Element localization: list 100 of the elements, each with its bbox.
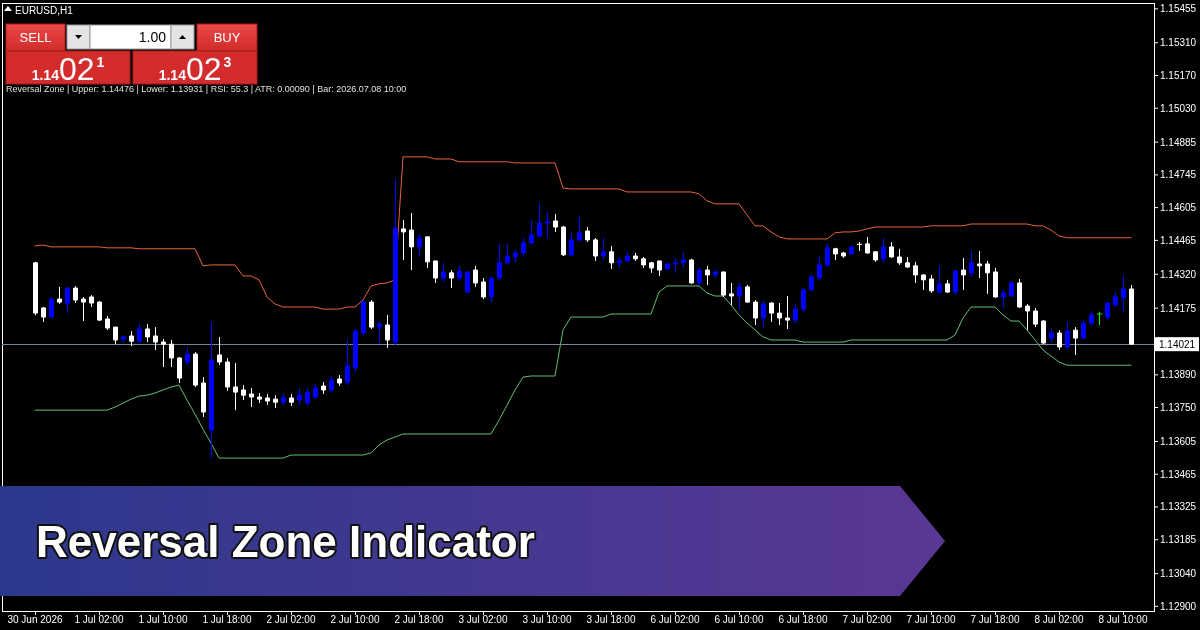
candlestick: [169, 339, 174, 368]
x-tick-label: 3 Jul 10:00: [522, 614, 572, 625]
candlestick: [489, 276, 494, 303]
candlestick: [129, 330, 134, 347]
candlestick: [513, 249, 518, 264]
y-tick-label: 1.13185: [1160, 534, 1197, 546]
candlestick: [249, 387, 254, 408]
candlestick: [113, 326, 118, 345]
candlestick: [497, 243, 502, 281]
x-tick-label: 30 Jun 2026: [7, 614, 63, 625]
candlestick: [193, 351, 198, 388]
x-tick-label: 1 Jul 02:00: [74, 614, 124, 625]
candlestick: [465, 271, 470, 294]
candlestick: [337, 374, 342, 387]
candlestick: [345, 338, 350, 386]
candlestick: [945, 279, 950, 294]
chart-subtitle: EURUSD,H1: [15, 5, 74, 16]
y-tick-label: 1.15310: [1160, 37, 1197, 49]
candlestick: [865, 236, 870, 255]
candlestick: [545, 212, 550, 239]
candlestick: [985, 260, 990, 295]
x-tick-label: 7 Jul 02:00: [842, 614, 892, 625]
candlestick: [1105, 301, 1110, 321]
candlestick: [585, 226, 590, 243]
y-tick-label: 1.15455: [1160, 3, 1197, 15]
candlestick: [969, 250, 974, 278]
candlestick: [145, 323, 150, 343]
candlestick: [273, 394, 278, 409]
candlestick: [137, 323, 142, 344]
candlestick: [561, 225, 566, 257]
candlestick: [457, 265, 462, 281]
candlestick: [889, 241, 894, 259]
y-tick-label: 1.13325: [1160, 501, 1197, 513]
candlestick: [745, 284, 750, 304]
candlestick: [785, 295, 790, 330]
candlestick: [577, 216, 582, 243]
candlestick: [649, 261, 654, 274]
candlestick: [601, 237, 606, 261]
candlestick: [1089, 310, 1094, 326]
candlestick: [161, 338, 166, 368]
candlestick: [1081, 319, 1086, 340]
candlestick: [313, 383, 318, 400]
x-tick-label: 3 Jul 18:00: [586, 614, 636, 625]
candlestick: [801, 287, 806, 313]
candlestick: [425, 236, 430, 269]
candlestick: [1057, 329, 1062, 351]
y-tick-label: 1.13040: [1160, 568, 1197, 580]
candlestick: [641, 256, 646, 269]
candlestick: [593, 237, 598, 262]
candlestick: [417, 233, 422, 258]
candlestick: [921, 273, 926, 291]
candlestick: [1049, 327, 1054, 344]
line-series: [34, 156, 1132, 310]
y-tick-label: 1.13465: [1160, 468, 1197, 480]
candlestick: [41, 306, 46, 323]
candlestick: [729, 282, 734, 306]
candlestick: [233, 362, 238, 411]
candlestick: [1096, 311, 1103, 326]
candlestick: [689, 258, 694, 285]
candlestick: [977, 250, 982, 279]
candlestick: [881, 237, 886, 264]
candlestick: [1113, 292, 1118, 308]
y-tick-label: 1.14745: [1160, 169, 1197, 181]
candlestick: [209, 321, 214, 459]
candlestick: [257, 392, 262, 404]
candlestick: [73, 285, 78, 304]
candlestick: [873, 251, 878, 263]
candlestick: [537, 202, 542, 238]
candlestick: [177, 356, 182, 384]
candlestick: [153, 326, 158, 351]
candlestick: [625, 251, 630, 263]
candlestick: [377, 321, 382, 344]
candlestick: [1041, 319, 1046, 345]
candlestick: [833, 247, 838, 261]
candlestick: [185, 346, 190, 366]
candlestick: [905, 256, 910, 269]
candlestick: [305, 387, 310, 406]
candlestick: [89, 294, 94, 308]
candlestick: [817, 256, 822, 281]
candlestick: [681, 252, 686, 268]
x-tick-label: 2 Jul 10:00: [330, 614, 380, 625]
candlestick: [761, 300, 766, 328]
candlestick: [993, 267, 998, 299]
x-tick-label: 8 Jul 10:00: [1098, 614, 1148, 625]
candlestick: [265, 393, 270, 406]
candlestick: [329, 375, 334, 393]
y-tick-label: 1.13605: [1160, 435, 1197, 447]
candlestick: [769, 301, 774, 323]
candlestick: [961, 257, 966, 291]
candlestick: [665, 262, 670, 271]
candlestick: [57, 286, 62, 305]
candlestick: [633, 252, 638, 262]
candlestick: [737, 282, 742, 311]
x-tick-label: 2 Jul 02:00: [266, 614, 316, 625]
annotation: Reversal Zone | Upper: 1.14476 | Lower: 1.13931 | RSI: 55.3 | ATR: 0.00090 | Bar: 2026.07.08 10:00: [6, 84, 407, 94]
y-tick-label: 1.14320: [1160, 268, 1197, 280]
candlestick: [777, 302, 782, 326]
candlestick: [449, 269, 454, 289]
candlestick: [705, 265, 710, 286]
y-tick-label: 1.14175: [1160, 302, 1197, 314]
